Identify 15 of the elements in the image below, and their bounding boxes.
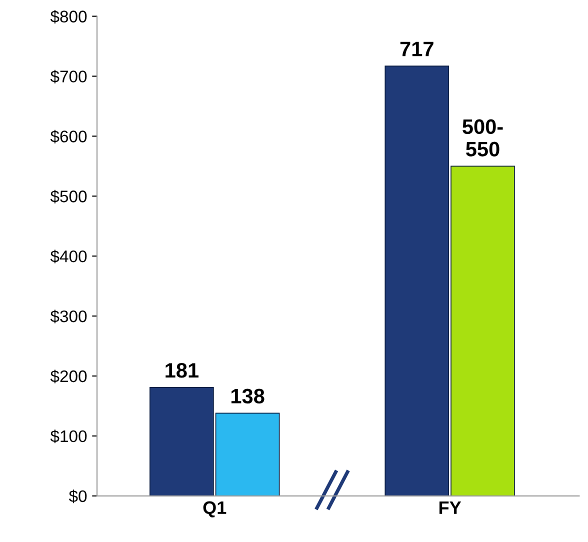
y-tick-label: $200 bbox=[50, 370, 87, 384]
y-tick-label: $400 bbox=[50, 250, 87, 264]
x-tick-label: Q1 bbox=[203, 501, 226, 518]
y-tick-label: $700 bbox=[50, 70, 87, 84]
y-tick-label: $0 bbox=[68, 490, 87, 504]
x-tick-label: FY bbox=[439, 501, 462, 514]
data-label: 138 bbox=[231, 388, 264, 404]
y-tick-label: $800 bbox=[50, 10, 87, 24]
data-label: 181 bbox=[166, 362, 198, 378]
y-tick-label: $600 bbox=[50, 130, 87, 144]
y-tick-label: $300 bbox=[50, 310, 87, 324]
y-tick-label: $500 bbox=[50, 190, 87, 204]
data-label: 717 bbox=[400, 42, 434, 56]
data-label: 500- 550 bbox=[462, 119, 503, 156]
y-tick-label: $100 bbox=[50, 430, 87, 444]
